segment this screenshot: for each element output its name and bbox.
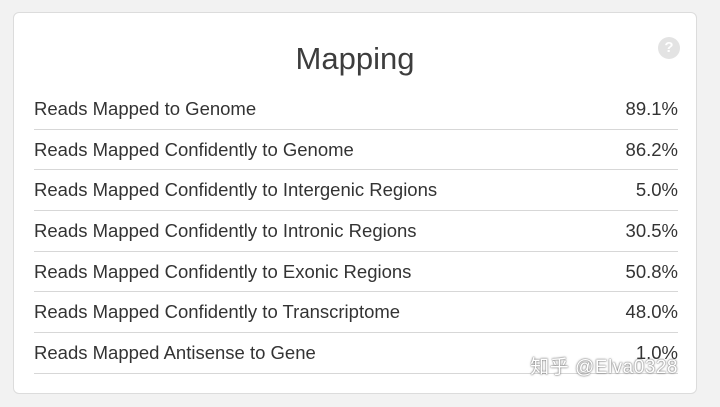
- row-label: Reads Mapped Confidently to Transcriptom…: [34, 301, 401, 323]
- row-label: Reads Mapped Antisense to Gene: [34, 341, 316, 363]
- mapping-card: Mapping ? Reads Mapped to Genome 89.1% R…: [13, 12, 697, 394]
- row-value: 5.0%: [635, 179, 678, 201]
- watermark: 知乎 @Elva0328: [530, 357, 678, 378]
- table-row: Reads Mapped Confidently to Intergenic R…: [34, 170, 678, 212]
- table-row: Reads Mapped Confidently to Transcriptom…: [34, 292, 678, 334]
- row-label: Reads Mapped Confidently to Intergenic R…: [34, 179, 438, 201]
- row-label: Reads Mapped Confidently to Exonic Regio…: [34, 260, 412, 282]
- row-value: 1.0%: [635, 341, 678, 363]
- row-value: 30.5%: [625, 219, 678, 241]
- row-label: Reads Mapped Confidently to Intronic Reg…: [34, 219, 417, 241]
- row-value: 86.2%: [625, 138, 678, 160]
- row-label: Reads Mapped Confidently to Genome: [34, 138, 354, 160]
- help-icon[interactable]: ?: [658, 37, 680, 59]
- row-value: 50.8%: [625, 260, 678, 282]
- row-value: 48.0%: [625, 301, 678, 323]
- row-label: Reads Mapped to Genome: [34, 97, 257, 119]
- mapping-table: Reads Mapped to Genome 89.1% Reads Mappe…: [34, 89, 678, 374]
- table-row: Reads Mapped Confidently to Genome 86.2%: [34, 130, 678, 171]
- table-row: Reads Mapped Confidently to Intronic Reg…: [34, 211, 678, 252]
- table-row: Reads Mapped to Genome 89.1%: [34, 89, 678, 130]
- table-row: Reads Mapped Antisense to Gene 1.0%: [34, 333, 678, 374]
- table-row: Reads Mapped Confidently to Exonic Regio…: [34, 252, 678, 293]
- row-value: 89.1%: [625, 97, 678, 119]
- card-title: Mapping: [295, 41, 415, 76]
